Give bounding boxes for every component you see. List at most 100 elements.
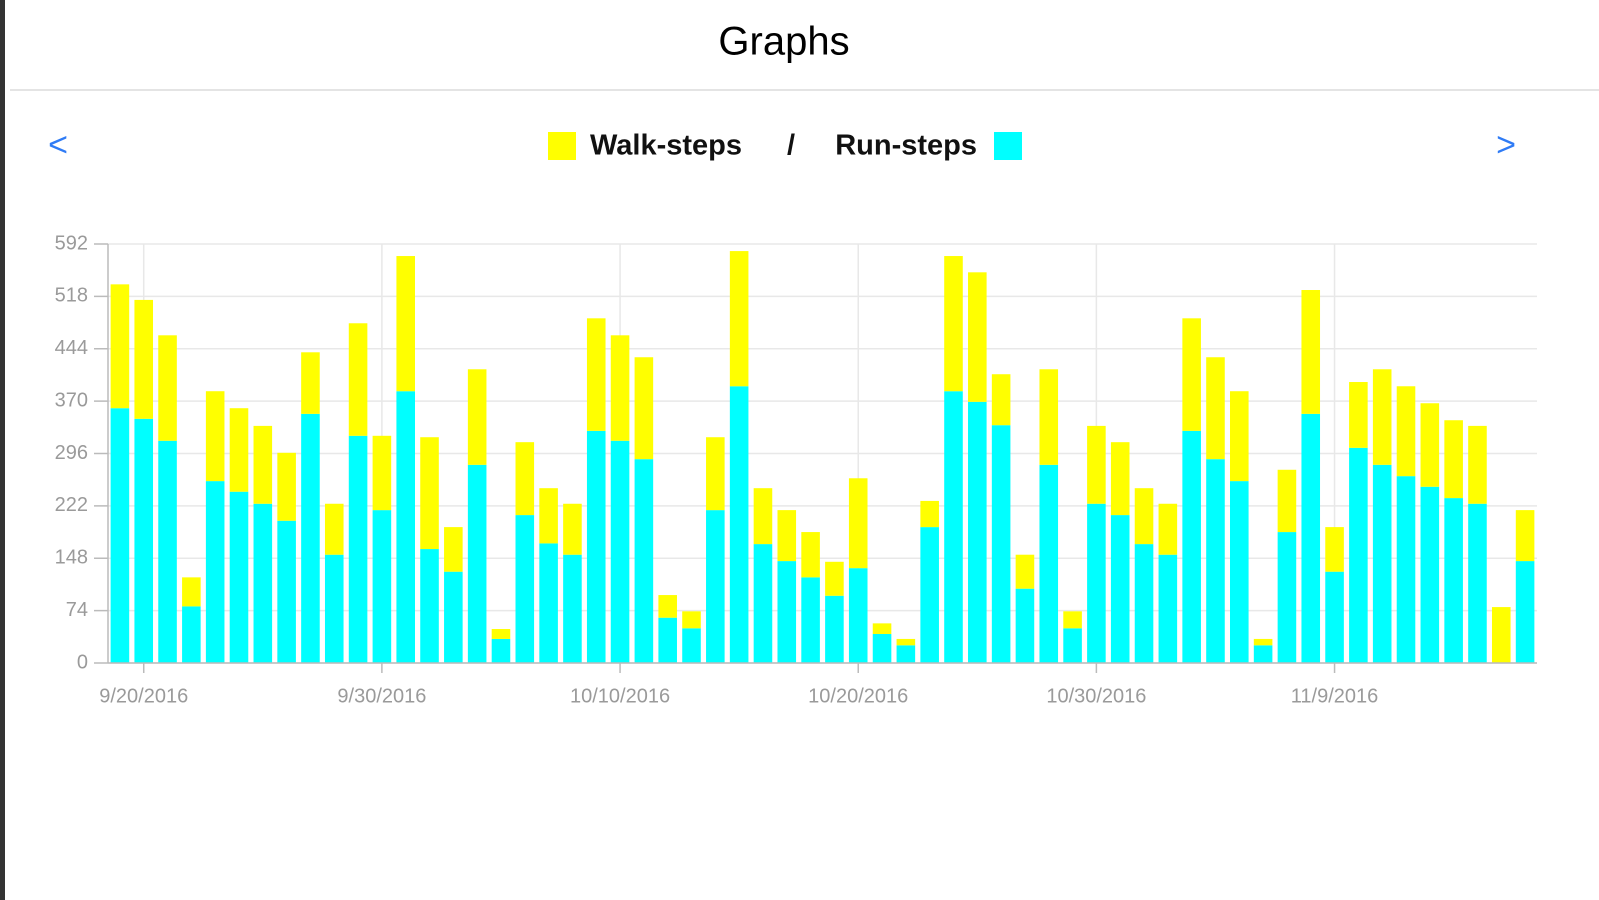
bar-segment: [1349, 447, 1368, 663]
x-tick-label: 11/9/2016: [1291, 685, 1379, 707]
bar-segment: [1087, 425, 1106, 504]
bar-segment: [420, 437, 439, 550]
bar-segment: [1420, 403, 1440, 487]
legend-swatch: [548, 132, 576, 160]
x-tick-label: 9/20/2016: [99, 685, 188, 707]
bar-segment: [253, 503, 273, 663]
bar-segment: [944, 391, 963, 663]
legend-swatch: [994, 132, 1022, 160]
bar-segment: [182, 606, 201, 663]
y-tick-label: 592: [55, 232, 88, 254]
bar-segment: [1110, 442, 1130, 516]
y-tick-label: 148: [55, 547, 88, 569]
bar-segment: [729, 386, 749, 663]
bar-segment: [1515, 510, 1535, 562]
y-tick-label: 518: [55, 285, 88, 307]
bar-segment: [396, 391, 415, 663]
bar-segment: [1110, 515, 1130, 663]
y-tick-label: 370: [55, 389, 88, 411]
bar-segment: [1015, 554, 1035, 589]
x-tick-label: 10/30/2016: [1046, 685, 1146, 707]
bar-segment: [396, 256, 415, 392]
bar-segment: [610, 440, 630, 663]
bar-segment: [444, 571, 463, 663]
bar-segment: [348, 323, 368, 436]
bar-segment: [1063, 628, 1082, 663]
bar-segment: [872, 633, 892, 663]
bar-segment: [1253, 645, 1273, 663]
bar-segment: [1039, 369, 1059, 465]
bar-segment: [229, 491, 249, 663]
bar-segment: [1039, 464, 1059, 663]
bar-segment: [1420, 486, 1440, 663]
bar-segment: [1444, 420, 1463, 499]
bar-segment: [491, 629, 511, 639]
bar-segment: [1444, 498, 1463, 663]
x-tick-label: 10/10/2016: [570, 685, 670, 707]
bar-segment: [586, 430, 606, 663]
bar-segment: [491, 638, 511, 663]
bar-segment: [610, 335, 630, 441]
bar-segment: [1491, 607, 1511, 663]
bar-segment: [277, 452, 296, 521]
bar-segment: [1158, 503, 1178, 555]
bar-segment: [134, 418, 154, 663]
y-tick-label: 296: [55, 442, 88, 464]
y-tick-label: 0: [77, 651, 88, 673]
bar-segment: [1230, 391, 1249, 482]
bar-segment: [539, 488, 558, 544]
bar-segment: [1325, 571, 1344, 663]
bar-segment: [1372, 464, 1392, 663]
bar-segment: [205, 481, 225, 663]
next-button[interactable]: >: [1496, 126, 1516, 164]
bar-segment: [825, 561, 844, 596]
prev-button[interactable]: <: [48, 126, 68, 164]
bar-segment: [1468, 425, 1487, 504]
x-tick-label: 10/20/2016: [808, 685, 908, 707]
bar-segment: [1182, 318, 1201, 431]
bar-segment: [968, 272, 987, 402]
bar-segment: [1468, 503, 1487, 663]
bar-segment: [634, 459, 654, 663]
bar-segment: [991, 374, 1011, 426]
bar-segment: [1206, 459, 1225, 663]
bar-segment: [1253, 638, 1273, 646]
bar-segment: [110, 408, 130, 663]
bar-segment: [301, 413, 320, 663]
x-tick-label: 9/30/2016: [337, 685, 426, 707]
bar-segment: [1515, 561, 1535, 663]
bar-segment: [539, 543, 558, 663]
bar-segment: [944, 256, 963, 392]
bar-segment: [848, 568, 868, 663]
bar-segment: [1134, 544, 1154, 663]
legend-label: Run-steps: [835, 130, 977, 162]
bar-segment: [372, 435, 392, 511]
bar-segment: [777, 510, 797, 562]
bar-segment: [706, 510, 725, 663]
bar-segment: [777, 561, 797, 663]
bar-segment: [1277, 469, 1297, 533]
bar-segment: [324, 503, 344, 555]
bar-segment: [920, 500, 939, 528]
bar-segment: [753, 544, 773, 663]
bar-segment: [1277, 532, 1297, 663]
bar-segment: [515, 442, 535, 516]
bar-segment: [682, 611, 701, 629]
bar-segment: [277, 520, 296, 663]
bar-segment: [1230, 481, 1249, 663]
bar-segment: [182, 577, 201, 607]
bar-segment: [1182, 430, 1201, 663]
legend-separator: /: [787, 130, 795, 162]
legend-label: Walk-steps: [590, 130, 742, 162]
window-edge: [0, 0, 5, 900]
bar-segment: [1087, 503, 1106, 663]
bar-segment: [872, 623, 892, 634]
bar-segment: [1396, 476, 1416, 663]
bar-segment: [682, 628, 701, 663]
bar-segment: [563, 554, 582, 663]
bar-segment: [1301, 290, 1321, 414]
bar-segment: [372, 510, 392, 663]
bar-segment: [1372, 369, 1392, 465]
